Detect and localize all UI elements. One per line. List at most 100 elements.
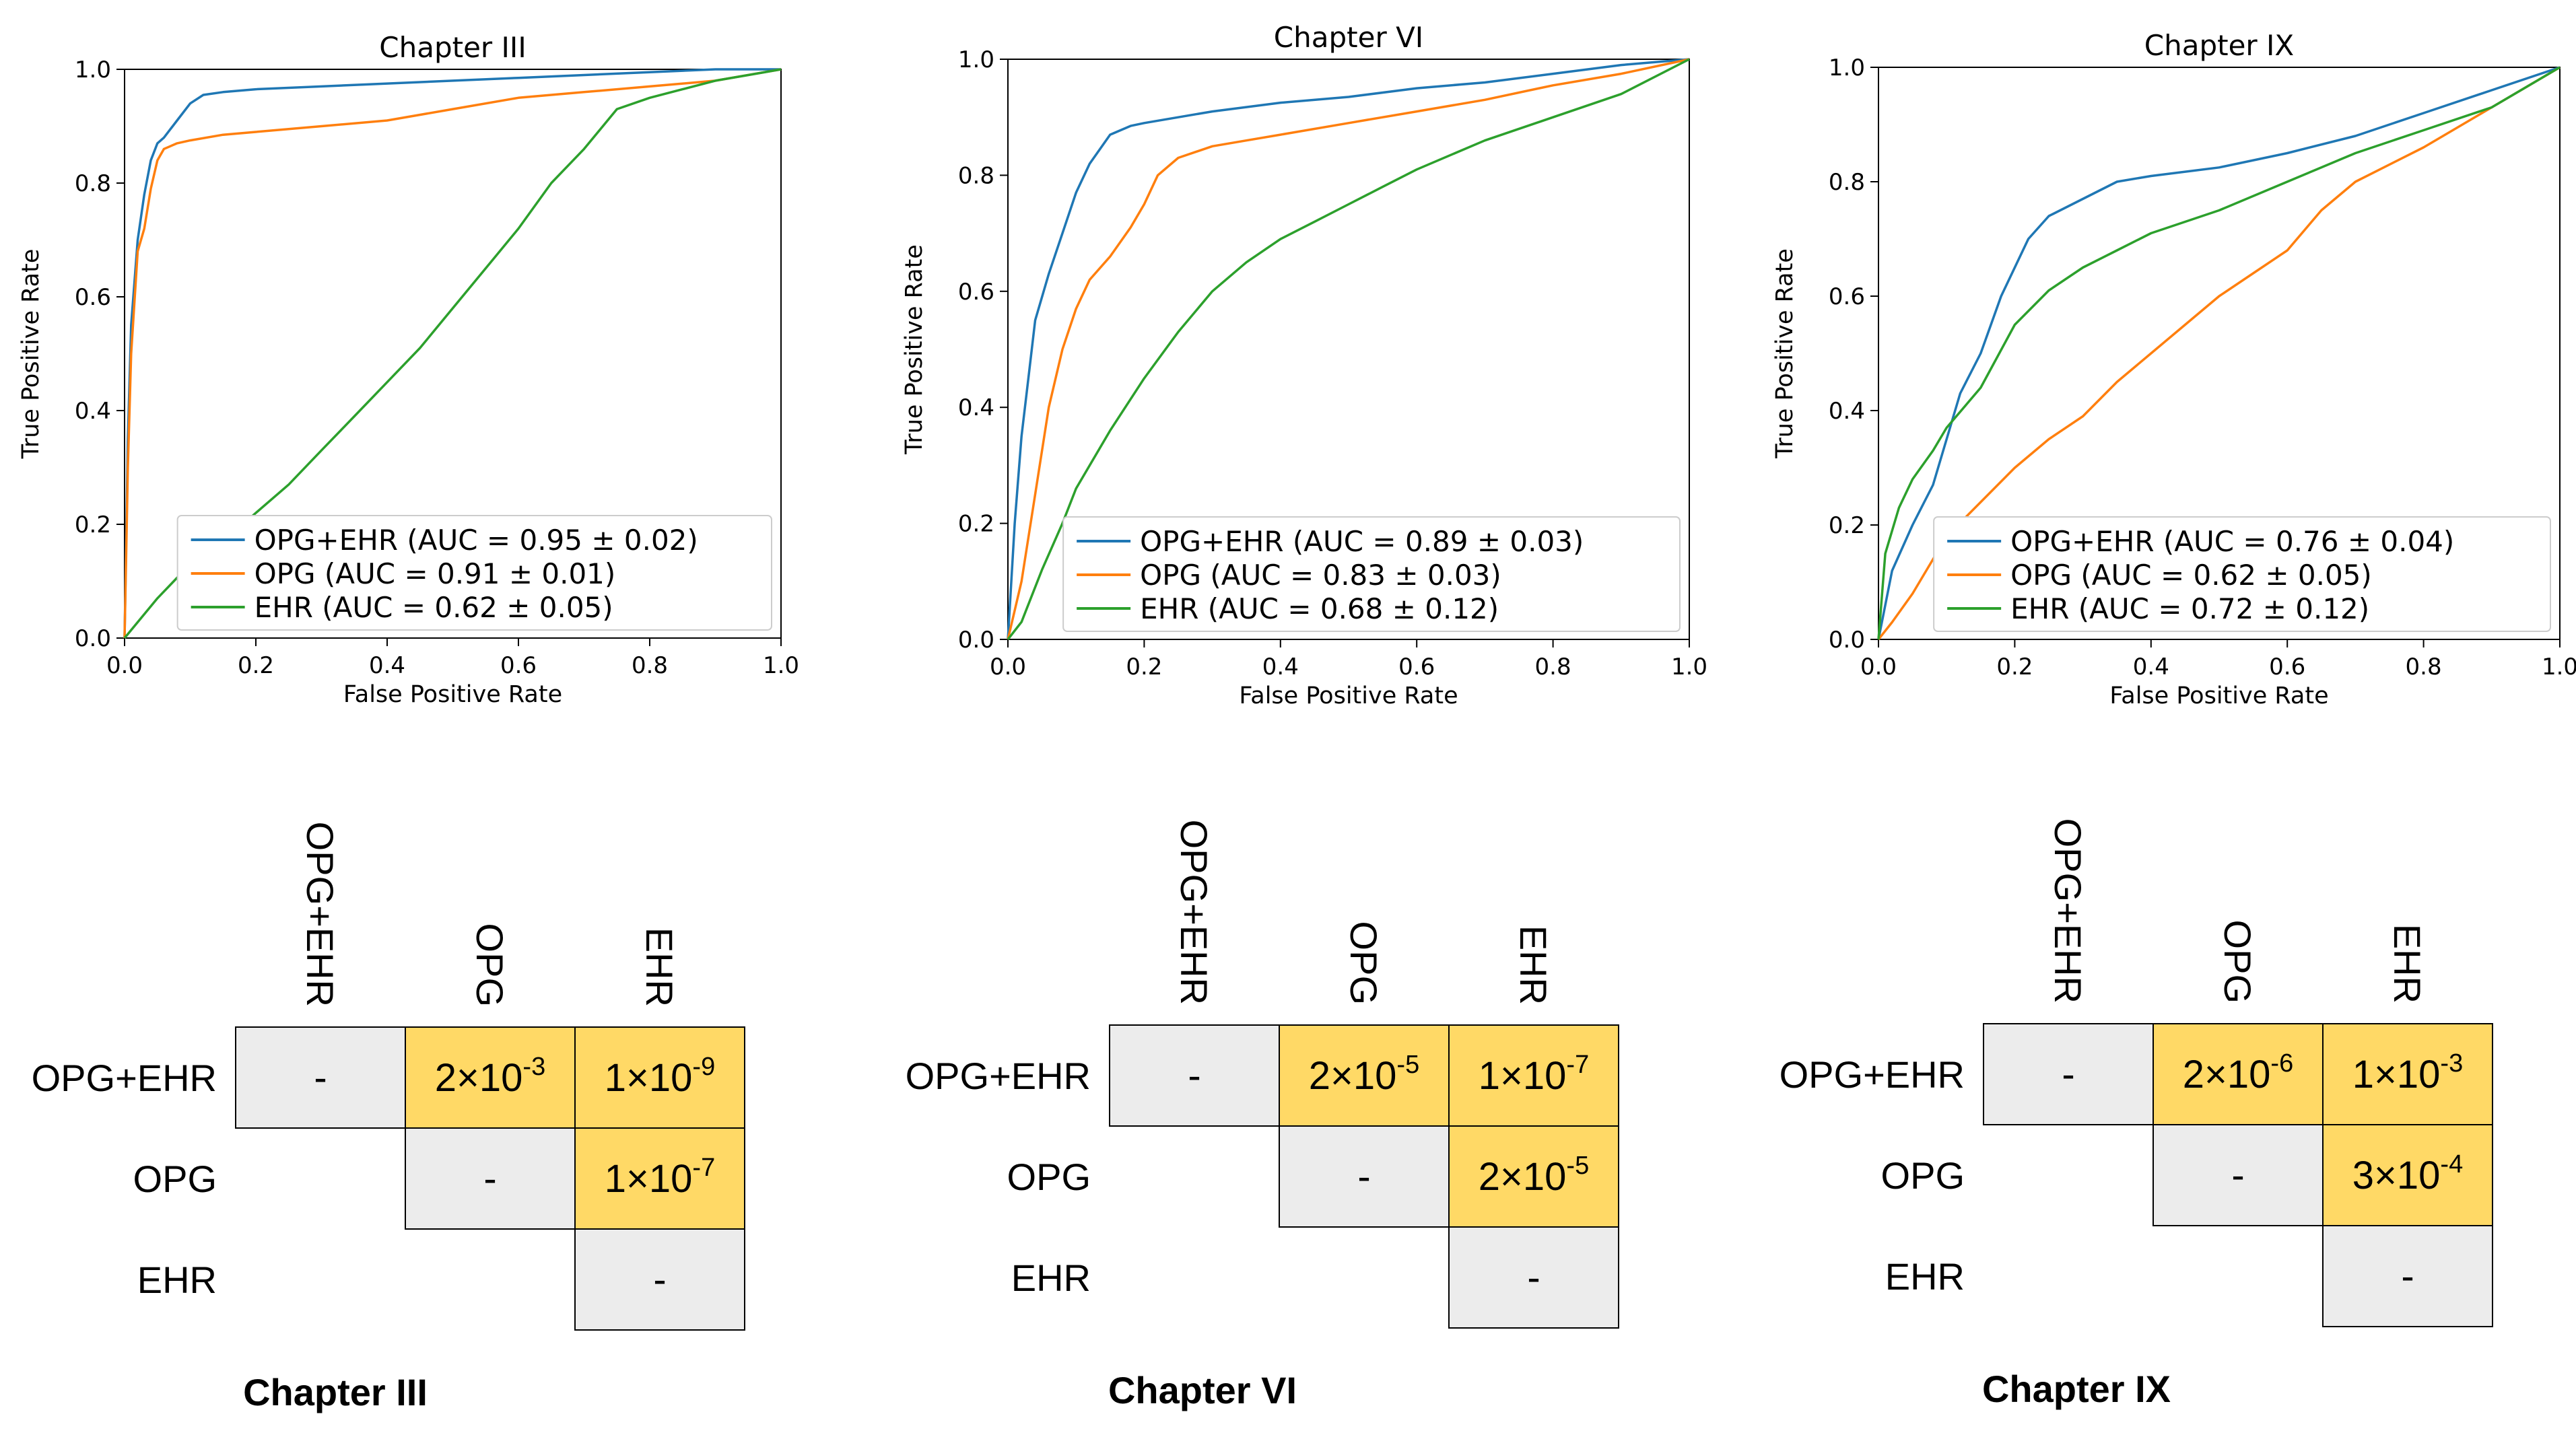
y-tick-label: 0.2 [1829, 512, 1865, 539]
plot-frame [1007, 59, 1690, 640]
x-tick-label: 0.8 [2406, 654, 2442, 680]
roc-curve-opg [123, 68, 782, 639]
pvalue-exponent: -5 [1566, 1152, 1589, 1180]
pvalue-cell [405, 1026, 576, 1129]
matrix-caption: Chapter VI [1108, 1369, 1297, 1411]
x-tick-label: 0.4 [2133, 654, 2169, 680]
matrix-row-header: OPG [1007, 1156, 1091, 1198]
x-tick-label: 0.6 [1398, 654, 1435, 680]
y-tick-label: 0.6 [75, 284, 111, 311]
diagonal-dash: - [2062, 1053, 2074, 1096]
y-tick-label: 1.0 [75, 57, 111, 83]
y-axis-label: True Positive Rate [18, 249, 44, 460]
diagonal-cell [235, 1026, 406, 1129]
x-axis-label: False Positive Rate [2109, 682, 2328, 709]
y-tick-label: 0.4 [75, 398, 111, 425]
chart-title: Chapter VI [1274, 21, 1423, 54]
legend-entry: OPG (AUC = 0.83 ± 0.03) [1140, 559, 1501, 592]
y-tick-label: 0.0 [958, 627, 994, 654]
roc-chart-1: Chapter III 0.0 0.2 0.4 0.6 0.8 1.0 0.0 0.2 0.4 0.… [18, 31, 799, 708]
y-tick-label: 0.8 [958, 162, 994, 189]
times-sign: ×10 [1500, 1054, 1566, 1098]
times-sign: ×10 [626, 1056, 692, 1100]
matrix-row-header: EHR [1011, 1257, 1091, 1299]
roc-curve-opg-ehr [1007, 58, 1690, 640]
times-sign: ×10 [2204, 1053, 2270, 1096]
matrix-column-header: OPG+EHR [2047, 818, 2089, 1004]
diagonal-dash: - [1527, 1256, 1540, 1300]
x-tick-label: 0.6 [2269, 654, 2305, 680]
diagonal-cell [405, 1127, 576, 1230]
x-tick-label: 1.0 [763, 652, 799, 679]
y-tick-label: 0.8 [75, 170, 111, 197]
matrix-column-header: OPG+EHR [1173, 820, 1215, 1005]
pvalue-text: 1×10-7 [1479, 1051, 1589, 1098]
times-sign: ×10 [2374, 1053, 2440, 1096]
pvalue-exponent: -4 [2440, 1150, 2463, 1179]
legend-entry: EHR (AUC = 0.62 ± 0.05) [255, 591, 613, 624]
pvalue-text: 2×10-5 [1309, 1051, 1419, 1098]
chart-title: Chapter IX [2144, 29, 2294, 62]
matrix-column-header: OPG [469, 923, 511, 1007]
y-tick-label: 0.0 [1829, 627, 1865, 654]
legend-box [1933, 516, 2551, 632]
y-tick-label: 0.0 [75, 625, 111, 652]
pvalue-cell [2153, 1023, 2324, 1125]
pvalue-mantissa: 2 [2183, 1053, 2204, 1096]
pvalue-mantissa: 1 [605, 1157, 626, 1201]
matrix-column-header: OPG [2216, 920, 2259, 1004]
x-tick-label: 1.0 [2542, 654, 2576, 680]
diagonal-dash: - [2401, 1255, 2414, 1298]
diagonal-dash: - [2231, 1154, 2244, 1197]
pvalue-mantissa: 1 [605, 1056, 626, 1100]
matrix-caption: Chapter IX [1982, 1368, 2171, 1410]
diagonal-dash: - [653, 1258, 666, 1302]
y-tick-label: 0.6 [958, 279, 994, 306]
matrix-column-header: EHR [1512, 925, 1555, 1005]
x-tick-label: 0.0 [1860, 654, 1897, 680]
diagonal-dash: - [1188, 1054, 1200, 1098]
x-tick-label: 0.8 [1535, 654, 1571, 680]
x-tick-label: 0.2 [1126, 654, 1162, 680]
matrix-row-header: OPG [133, 1158, 217, 1200]
pvalue-text: 2×10-6 [2183, 1049, 2293, 1096]
times-sign: ×10 [456, 1056, 522, 1100]
roc-curve-opg-ehr [1877, 66, 2561, 640]
legend-entry: OPG+EHR (AUC = 0.89 ± 0.03) [1140, 525, 1584, 558]
matrix-column-header: EHR [2386, 924, 2429, 1004]
y-tick-label: 0.2 [958, 511, 994, 538]
diagonal-cell [1983, 1023, 2154, 1125]
y-tick-label: 0.2 [75, 512, 111, 538]
times-sign: ×10 [1330, 1054, 1396, 1098]
roc-chart-3: Chapter IX 0.0 0.2 0.4 0.6 0.8 1.0 0.0 0.2 0.4 0.6… [1771, 29, 2576, 709]
pvalue-mantissa: 2 [435, 1056, 456, 1100]
pvalue-text: 2×10-3 [435, 1053, 545, 1100]
x-axis-label: False Positive Rate [1239, 682, 1458, 709]
diagonal-cell [2153, 1124, 2324, 1226]
chart-title: Chapter III [379, 31, 526, 64]
pvalue-exponent: -3 [522, 1053, 545, 1081]
y-tick-label: 1.0 [958, 46, 994, 73]
x-axis-label: False Positive Rate [343, 681, 562, 708]
legend-entry: OPG (AUC = 0.91 ± 0.01) [255, 557, 616, 590]
roc-curve-opg-ehr [123, 68, 781, 639]
pvalue-cell [1448, 1125, 1619, 1228]
pvalue-exponent: -3 [2440, 1049, 2463, 1078]
pvalue-cell [574, 1026, 745, 1129]
matrix-column-header: OPG+EHR [299, 822, 341, 1007]
matrix-row-header: OPG+EHR [32, 1057, 217, 1099]
pvalue-cell [1279, 1024, 1450, 1127]
matrix-row-header: EHR [1885, 1255, 1965, 1298]
times-sign: ×10 [1500, 1155, 1566, 1199]
pvalue-text: 2×10-5 [1479, 1152, 1589, 1199]
pvalue-text: 3×10-4 [2352, 1150, 2463, 1197]
pvalue-cell [1448, 1024, 1619, 1127]
matrix-column-header: OPG [1343, 921, 1385, 1005]
plot-frame [1878, 67, 2561, 640]
legend-entry: EHR (AUC = 0.68 ± 0.12) [1140, 592, 1499, 625]
pvalue-exponent: -7 [1566, 1051, 1589, 1079]
legend-box [1062, 516, 1681, 632]
